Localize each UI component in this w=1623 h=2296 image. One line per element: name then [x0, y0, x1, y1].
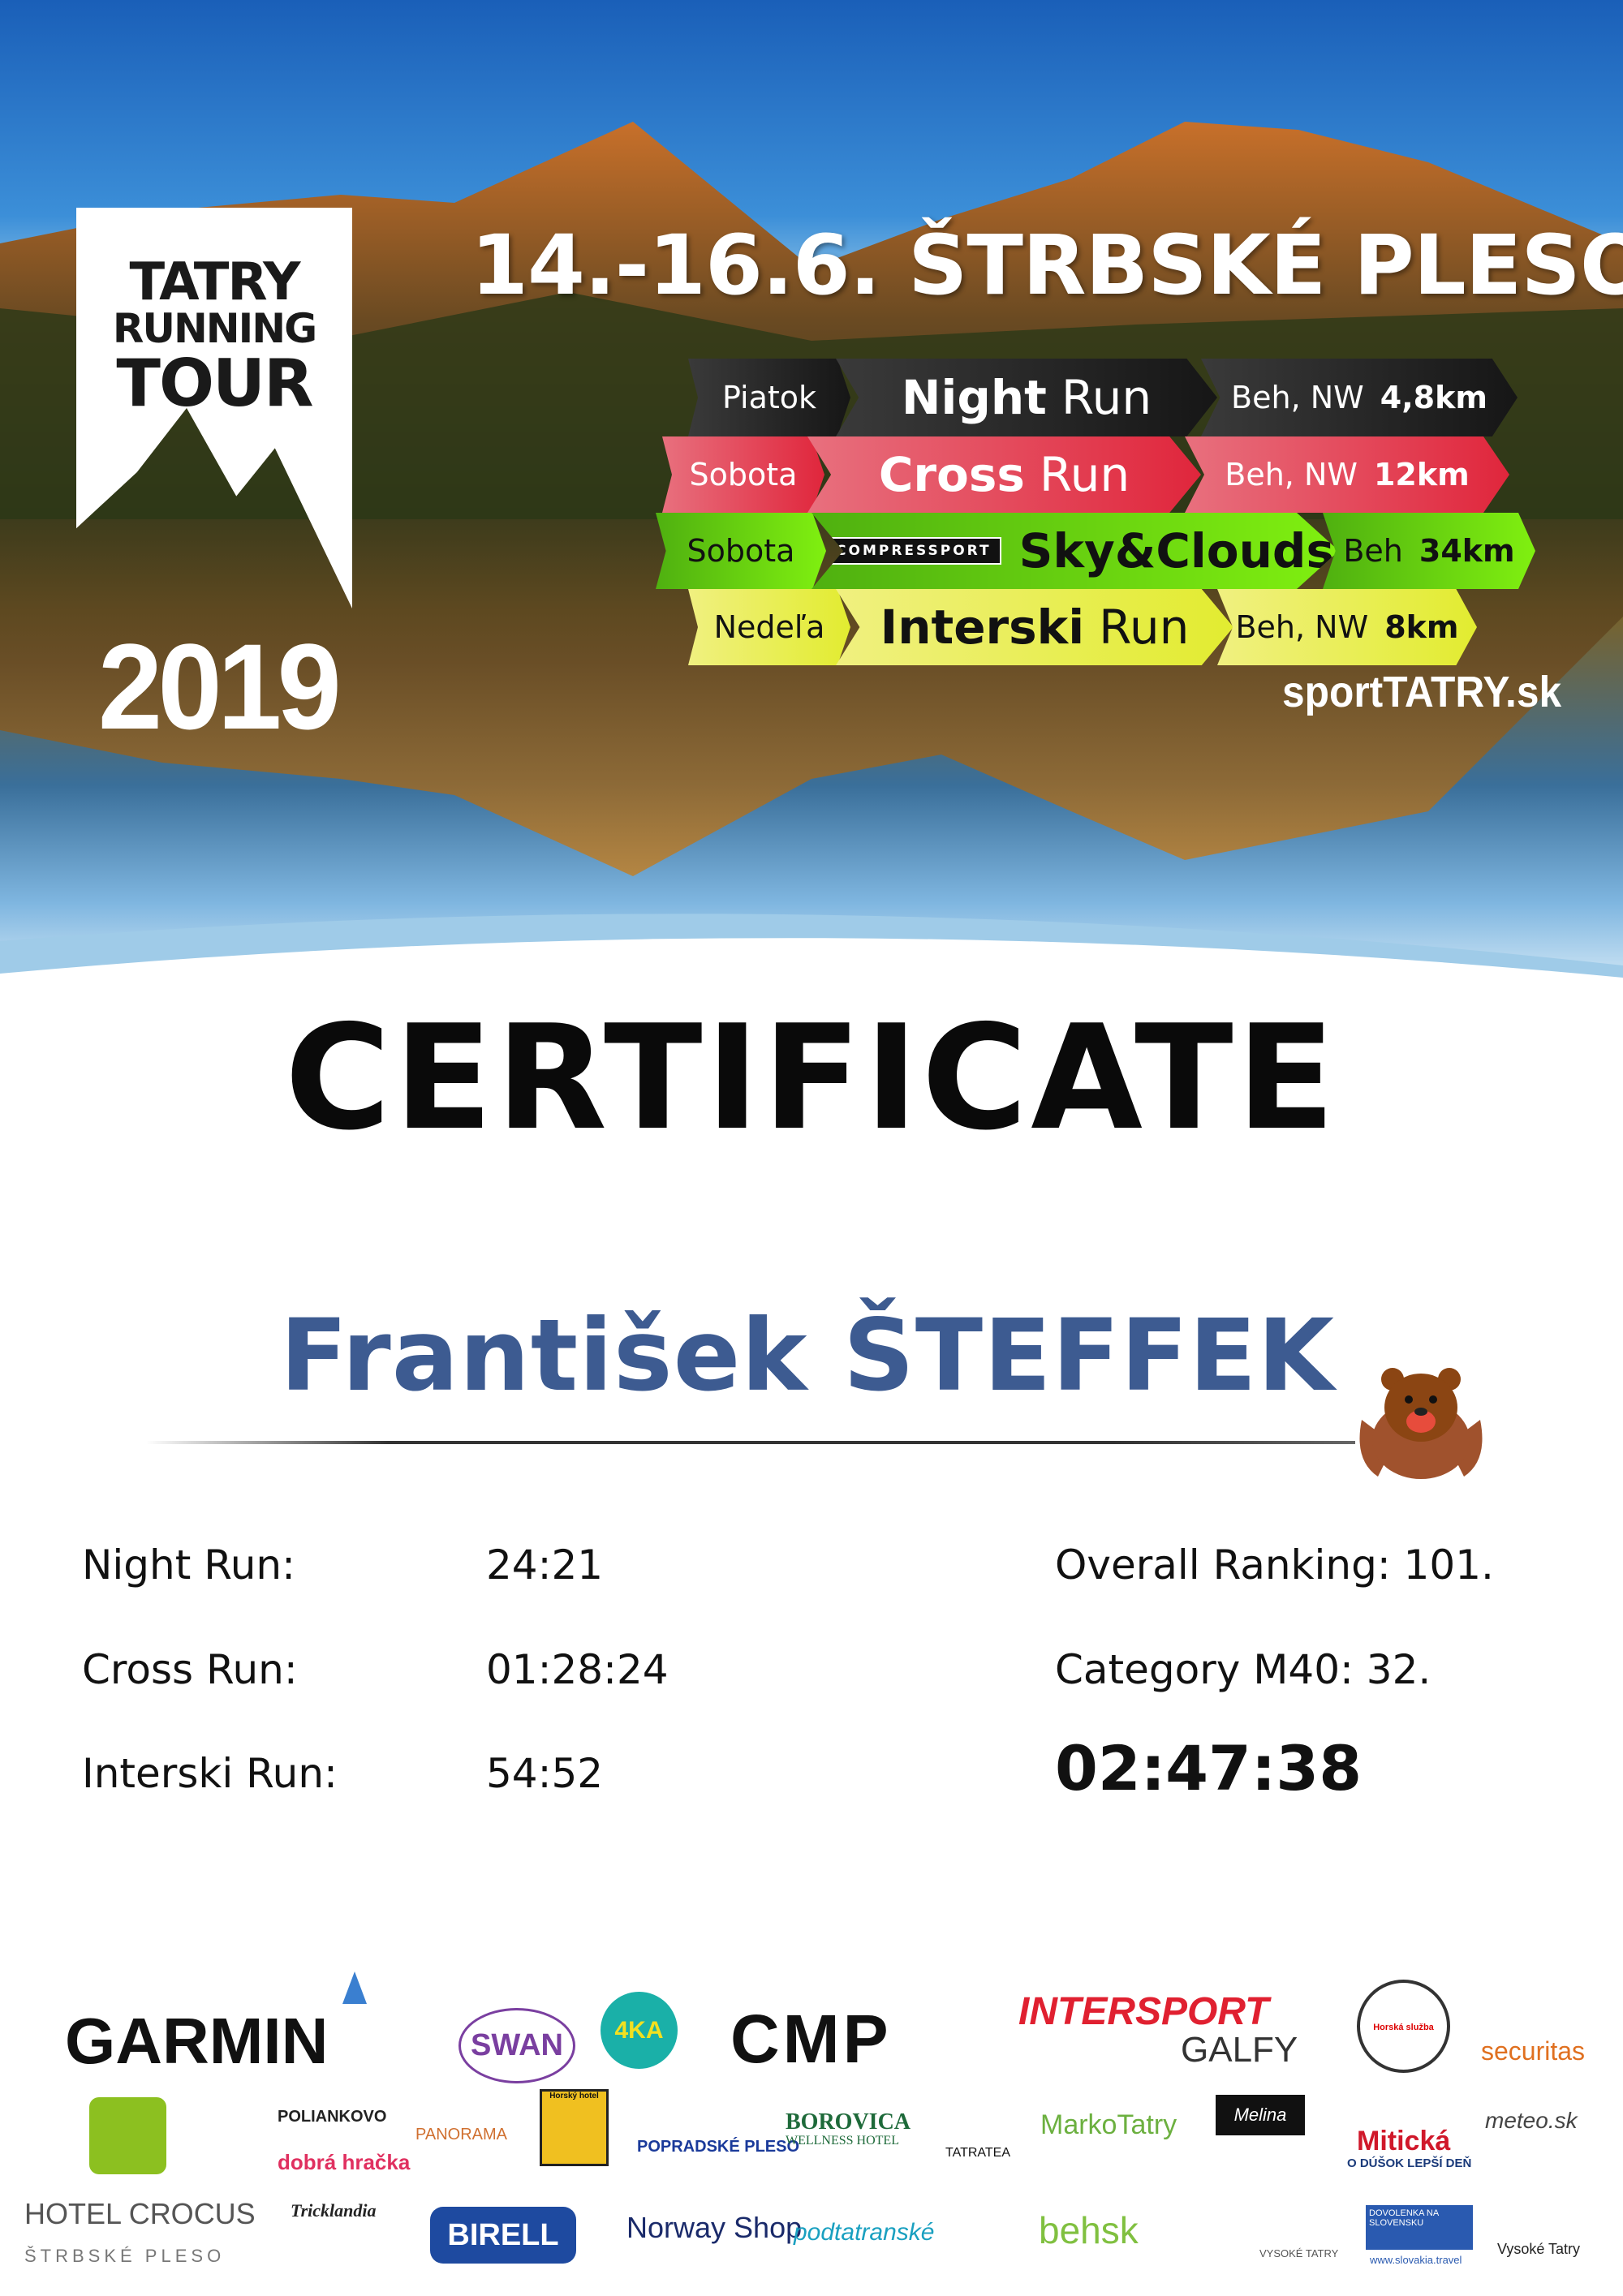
race-name: Cross Run: [807, 436, 1201, 513]
sponsor-logo: WELLNESS HOTEL: [786, 2134, 899, 2148]
sponsor-logo: Norway Shop: [626, 2211, 803, 2244]
logo-line-1: TATRY: [129, 252, 300, 312]
race-name-bold: Cross: [878, 447, 1025, 502]
race-day: Piatok: [688, 359, 850, 436]
certificate-heading: CERTIFICATE: [284, 994, 1339, 1162]
race-day: Sobota: [662, 436, 824, 513]
sponsor-logo: GALFY: [1181, 2030, 1298, 2070]
sponsor-logo: securitas: [1481, 2036, 1586, 2066]
hotel-crocus-icon: [89, 2097, 166, 2174]
race-day: Sobota: [656, 513, 826, 589]
bear-mascot-icon: [1359, 1368, 1483, 1479]
sponsor-logo: DOVOLENKA NA SLOVENSKU: [1366, 2205, 1473, 2250]
race-name: Interski Run: [836, 589, 1233, 665]
sponsor-logo: 4KA: [601, 1992, 678, 2069]
race-type: Beh, NW: [1235, 609, 1369, 645]
logo-line-2: RUNNING: [112, 305, 317, 352]
total-time: 02:47:38: [1055, 1732, 1363, 1804]
result-time: 54:52: [486, 1750, 604, 1797]
website-link[interactable]: sportTATRY.sk: [1282, 668, 1562, 716]
race-distance: Beh, NW 8km: [1217, 589, 1477, 665]
logo-year: 2019: [97, 618, 342, 755]
sponsor-logo: TATRATEA: [945, 2146, 1010, 2160]
result-label: Night Run:: [82, 1541, 295, 1589]
event-date-location: 14.-16.6. ŠTRBSKÉ PLESO: [471, 217, 1623, 314]
result-label: Cross Run:: [82, 1646, 298, 1693]
race-name-rest: Run: [1039, 447, 1130, 502]
result-time: 24:21: [486, 1541, 604, 1589]
sponsor-logo: ŠTRBSKÉ PLESO: [24, 2246, 226, 2266]
race-type: Beh, NW: [1231, 380, 1364, 415]
race-name-rest: Run: [1061, 370, 1152, 425]
race-type: Beh: [1343, 533, 1403, 569]
sponsor-logo: Tricklandia: [291, 2200, 377, 2221]
sponsor-logo: POLIANKOVO: [278, 2108, 387, 2126]
sponsor-logo: podtatranské: [794, 2219, 935, 2246]
race-km: 4,8km: [1380, 380, 1487, 415]
sponsor-logo: SWAN: [458, 2008, 575, 2083]
category-ranking: Category M40: 32.: [1055, 1646, 1431, 1693]
sponsor-logo: Vysoké Tatry: [1497, 2241, 1581, 2257]
logo-line-3: TOUR: [116, 346, 313, 421]
sponsor-logo: MarkoTatry: [1040, 2109, 1177, 2140]
result-label: Interski Run:: [82, 1750, 338, 1797]
garmin-triangle-icon: [342, 1971, 367, 2004]
sponsor-logo: meteo.sk: [1485, 2108, 1578, 2133]
race-name-bold: Night: [901, 370, 1047, 425]
overall-ranking: Overall Ranking: 101.: [1055, 1541, 1494, 1589]
sponsor-logo: CMP: [730, 2001, 892, 2077]
race-type: Beh, NW: [1225, 457, 1358, 492]
sponsor-logo: Mitická: [1357, 2126, 1451, 2156]
result-time: 01:28:24: [486, 1646, 669, 1693]
sponsor-logo: INTERSPORT: [1018, 1990, 1269, 2033]
sponsor-logo: www.slovakia.travel: [1370, 2254, 1462, 2266]
sponsor-logo: BOROVICA: [786, 2109, 911, 2135]
sponsor-logo: dobrá hračka: [278, 2150, 411, 2174]
sponsor-logo: BIRELL: [430, 2207, 576, 2264]
race-distance: Beh, NW 12km: [1185, 436, 1509, 513]
sponsor-logo: Horská služba: [1357, 1980, 1450, 2073]
sponsor-logo: POPRADSKÉ PLESO: [637, 2138, 800, 2156]
race-day: Nedeľa: [688, 589, 850, 665]
race-distance: Beh 34km: [1323, 513, 1535, 589]
name-underline: [146, 1441, 1355, 1444]
sponsor-logo: HOTEL CROCUS: [24, 2197, 256, 2230]
sponsor-logo: PANORAMA: [415, 2126, 507, 2143]
sponsor-logo: Melina: [1216, 2095, 1305, 2135]
race-km: 12km: [1373, 457, 1470, 492]
race-km: 8km: [1384, 609, 1459, 645]
sponsor-logo: behsk: [1039, 2209, 1139, 2251]
race-km: 34km: [1419, 533, 1515, 569]
sponsor-logo: O DÚŠOK LEPŠÍ DEŇ: [1347, 2156, 1472, 2170]
sponsor-logo: Horský hotel: [540, 2089, 609, 2166]
race-name: Night Run: [836, 359, 1217, 436]
race-name-bold: Sky&Clouds: [1018, 523, 1334, 578]
sponsor-logo: VYSOKÉ TATRY: [1259, 2247, 1339, 2259]
race-name-rest: Run: [1099, 600, 1190, 655]
race-distance: Beh, NW 4,8km: [1201, 359, 1518, 436]
participant-name: František ŠTEFFEK: [280, 1298, 1335, 1413]
sponsor-logo: GARMIN: [65, 2005, 329, 2077]
race-name-bold: Interski: [880, 600, 1085, 655]
